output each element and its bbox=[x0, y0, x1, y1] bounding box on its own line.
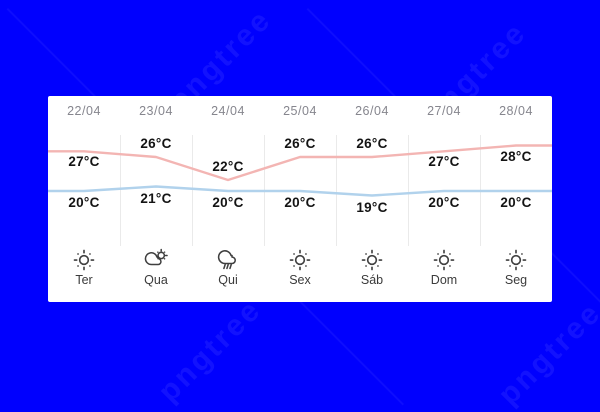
temperature-chart bbox=[48, 144, 552, 197]
partly-cloudy-icon bbox=[144, 248, 168, 266]
high-temp-label: 27°C bbox=[428, 154, 460, 170]
day-column: 26/04 26°C 19°C Sáb bbox=[336, 96, 408, 302]
day-column: 28/04 28°C 20°C Seg bbox=[480, 96, 552, 302]
date-label: 26/04 bbox=[355, 104, 389, 118]
day-name-label: Sex bbox=[289, 273, 311, 287]
date-label: 25/04 bbox=[283, 104, 317, 118]
sun-icon bbox=[289, 249, 311, 271]
low-temp-label: 20°C bbox=[500, 195, 532, 210]
day-name-label: Qui bbox=[218, 273, 238, 287]
day-name-label: Dom bbox=[430, 273, 458, 287]
high-temp-label: 26°C bbox=[140, 136, 172, 151]
date-label: 28/04 bbox=[499, 104, 533, 118]
low-temp-label: 19°C bbox=[356, 199, 388, 215]
rain-icon bbox=[217, 250, 236, 270]
weather-icon-slot bbox=[264, 246, 336, 274]
low-temp-label: 20°C bbox=[68, 195, 100, 210]
weather-icon-slot bbox=[336, 246, 408, 274]
sun-icon bbox=[433, 249, 455, 271]
weather-icon-slot bbox=[120, 246, 192, 274]
day-column: 24/04 22°C 20°C Qui bbox=[192, 96, 264, 302]
day-name-label: Ter bbox=[75, 273, 93, 287]
weather-icon-slot bbox=[408, 246, 480, 274]
weather-icon-slot bbox=[48, 246, 120, 274]
day-column: 25/04 26°C 20°C Sex bbox=[264, 96, 336, 302]
day-column: 23/04 26°C 21°C Qua bbox=[120, 96, 192, 302]
sun-icon bbox=[505, 249, 527, 271]
column-separator bbox=[336, 135, 337, 246]
sun-icon bbox=[73, 249, 95, 271]
high-temp-label: 26°C bbox=[356, 136, 388, 151]
high-temp-line bbox=[48, 144, 552, 182]
day-name-label: Seg bbox=[504, 273, 528, 287]
date-label: 22/04 bbox=[67, 104, 101, 118]
day-name-label: Qua bbox=[144, 273, 168, 287]
low-temp-label: 20°C bbox=[428, 195, 460, 210]
high-temp-label: 22°C bbox=[212, 159, 244, 174]
watermark-text: pngtree bbox=[492, 295, 600, 412]
pngtree-blue-background: { "watermark": { "text": "pngtree" }, "c… bbox=[6, 2, 600, 412]
column-separator bbox=[192, 135, 193, 246]
forecast-card: 22/04 27°C 20°C Ter 23/04 26°C 21°C bbox=[48, 96, 552, 302]
sun-icon bbox=[361, 249, 383, 271]
low-temp-label: 21°C bbox=[140, 190, 172, 206]
date-label: 23/04 bbox=[139, 104, 173, 118]
high-temp-label: 28°C bbox=[500, 148, 532, 164]
day-column: 22/04 27°C 20°C Ter bbox=[48, 96, 120, 302]
high-temp-label: 26°C bbox=[284, 136, 316, 151]
column-separator bbox=[408, 135, 409, 246]
day-name-label: Sáb bbox=[360, 273, 384, 287]
weather-icon-slot bbox=[192, 246, 264, 274]
date-label: 24/04 bbox=[211, 104, 245, 118]
low-temp-label: 20°C bbox=[212, 195, 244, 210]
low-temp-label: 20°C bbox=[284, 195, 316, 210]
column-separator bbox=[120, 135, 121, 246]
low-temp-line bbox=[48, 185, 552, 197]
watermark-text: pngtree bbox=[152, 292, 269, 409]
day-column: 27/04 27°C 20°C Dom bbox=[408, 96, 480, 302]
date-label: 27/04 bbox=[427, 104, 461, 118]
high-temp-label: 27°C bbox=[68, 154, 100, 170]
weather-icon-slot bbox=[480, 246, 552, 274]
